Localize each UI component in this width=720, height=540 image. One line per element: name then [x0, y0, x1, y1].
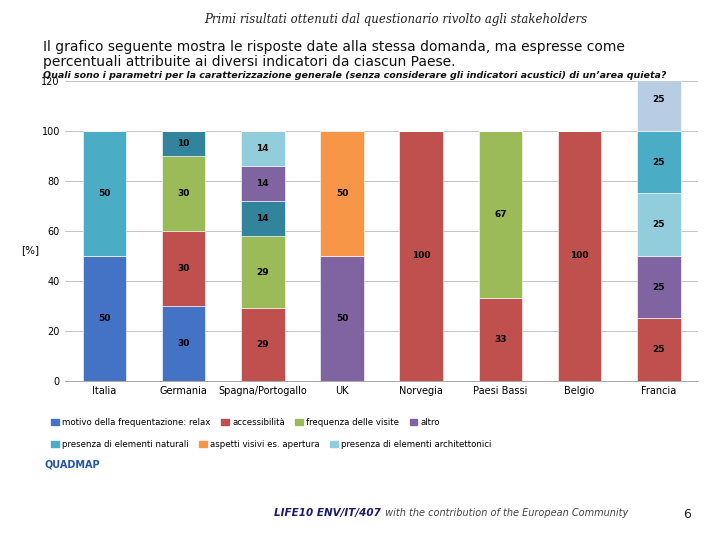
Bar [162, 131, 205, 156]
Text: 29: 29 [256, 267, 269, 276]
Text: QUADMAP: QUADMAP [44, 459, 100, 469]
Text: 50: 50 [98, 314, 111, 323]
Text: 25: 25 [652, 158, 665, 167]
Text: 100: 100 [412, 251, 431, 260]
Bar [637, 193, 680, 256]
Bar [637, 69, 680, 131]
Text: 33: 33 [494, 335, 507, 344]
Text: 30: 30 [177, 339, 190, 348]
Legend: motivo della frequentazione: relax, accessibilità, frequenza delle visite, altro: motivo della frequentazione: relax, acce… [48, 415, 444, 430]
Bar [241, 166, 284, 201]
Text: 30: 30 [177, 189, 190, 198]
Bar [479, 131, 522, 298]
Bar [637, 256, 680, 318]
Text: 50: 50 [336, 189, 348, 198]
Bar [83, 131, 126, 256]
Text: 25: 25 [652, 95, 665, 104]
Text: 50: 50 [98, 189, 111, 198]
Bar [320, 131, 364, 256]
Text: 29: 29 [256, 340, 269, 349]
Text: 50: 50 [336, 314, 348, 323]
Bar [241, 308, 284, 381]
Bar [400, 131, 443, 381]
Bar [320, 256, 364, 381]
Text: with the contribution of the European Community: with the contribution of the European Co… [382, 508, 628, 518]
Bar [637, 318, 680, 381]
Text: Primi risultati ottenuti dal questionario rivolto agli stakeholders: Primi risultati ottenuti dal questionari… [204, 14, 588, 26]
Text: 25: 25 [652, 345, 665, 354]
Bar [241, 201, 284, 236]
Text: 14: 14 [256, 144, 269, 153]
Bar [162, 156, 205, 231]
Y-axis label: [%]: [%] [21, 245, 39, 255]
Bar [241, 236, 284, 308]
Text: 30: 30 [177, 264, 190, 273]
Text: 10: 10 [177, 139, 190, 148]
Text: Quali sono i parametri per la caratterizzazione generale (senza considerare gli : Quali sono i parametri per la caratteriz… [43, 71, 667, 80]
Legend: presenza di elementi naturali, aspetti visivi es. apertura, presenza di elementi: presenza di elementi naturali, aspetti v… [48, 436, 495, 452]
Bar [83, 256, 126, 381]
Text: percentuali attribuite ai diversi indicatori da ciascun Paese.: percentuali attribuite ai diversi indica… [43, 55, 456, 69]
Text: Il grafico seguente mostra le risposte date alla stessa domanda, ma espresse com: Il grafico seguente mostra le risposte d… [43, 40, 625, 55]
Bar [241, 131, 284, 166]
Bar [479, 298, 522, 381]
Bar [162, 306, 205, 381]
Text: 6: 6 [683, 508, 691, 521]
Text: 100: 100 [570, 251, 589, 260]
Text: 25: 25 [652, 220, 665, 229]
Text: 14: 14 [256, 214, 269, 223]
Text: 67: 67 [494, 210, 507, 219]
Bar [162, 231, 205, 306]
Bar [558, 131, 601, 381]
Text: 25: 25 [652, 282, 665, 292]
Bar [637, 131, 680, 193]
Text: 14: 14 [256, 179, 269, 188]
Text: LIFE10 ENV/IT/407: LIFE10 ENV/IT/407 [274, 508, 380, 518]
